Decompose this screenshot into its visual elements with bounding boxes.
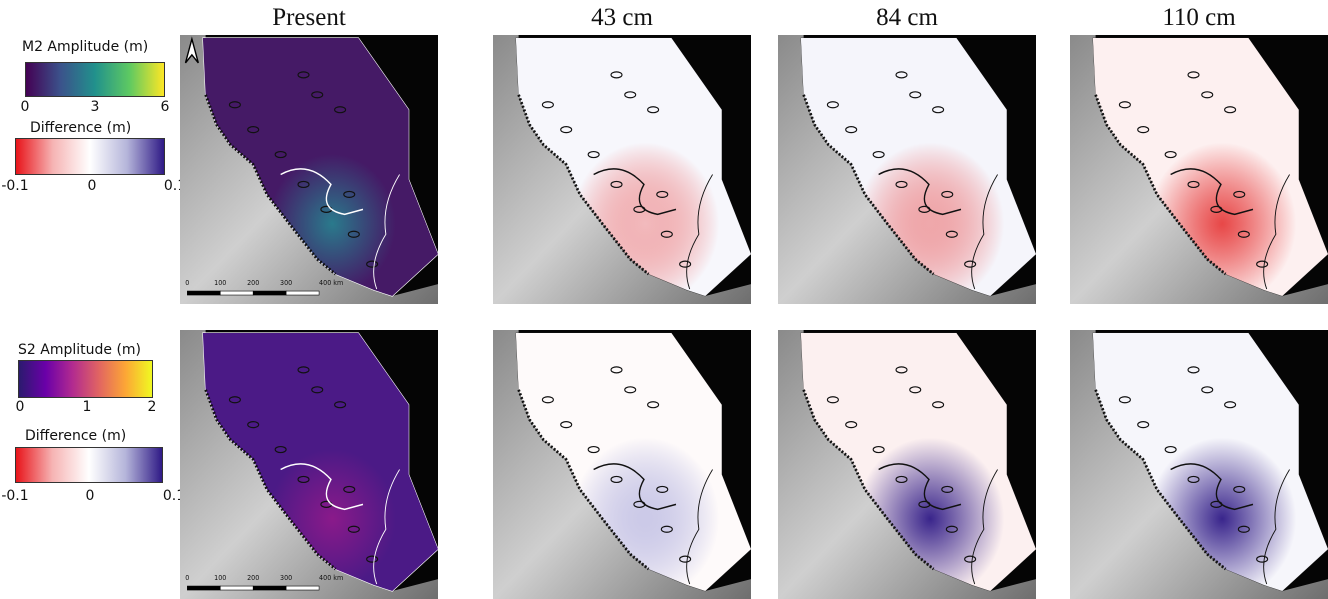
scale-bar-label: 400 km [319,279,343,287]
colorbar [15,138,165,175]
map-panel [493,330,751,599]
scale-bar-label: 100 [214,279,226,287]
scale-bar-label: 300 [280,574,292,582]
figure: Present 43 cm 84 cm 110 cm M2 Amplitude (m) 0… [0,0,1328,599]
column-title: 43 cm [493,4,751,32]
colorbar-tick-label: -0.1 [1,488,28,504]
map-panel [778,330,1036,599]
colorbar-tick-label: 1 [83,399,92,415]
colorbar-tick-label: 0 [86,488,95,504]
colorbar-tick-label: 0 [21,99,30,115]
legend-title: Difference (m) [30,120,131,136]
legend-title: S2 Amplitude (m) [18,342,141,358]
colorbar-tick-label: 6 [161,99,170,115]
colorbar-tick-label: 0 [88,178,97,194]
scale-bar-segment [220,586,253,590]
column-title: 110 cm [1070,4,1328,32]
colorbar [25,62,165,97]
legend-title: Difference (m) [25,428,126,444]
scale-bar-segment [220,291,253,295]
scale-bar-segment [286,291,319,295]
column-title: Present [180,4,438,32]
map-panel: 0 100 200 300 400 km [180,330,438,599]
colorbar-tick-label: -0.1 [1,178,28,194]
scale-bar-segment [286,586,319,590]
scale-bar-segment [187,586,220,590]
scale-bar-label: 300 [280,279,292,287]
colorbar [18,360,153,398]
column-title: 84 cm [778,4,1036,32]
map-panel: 0 100 200 300 400 km [180,35,438,304]
scale-bar-label: 400 km [319,574,343,582]
scale-bar-label: 200 [247,574,259,582]
map-panel [778,35,1036,304]
colorbar-tick-label: 0 [16,399,25,415]
map-panel [1070,330,1328,599]
scale-bar-segment [253,291,286,295]
map-panel [493,35,751,304]
scale-bar-label: 0 [185,574,189,582]
colorbar-tick-label: 2 [148,399,157,415]
colorbar-tick-label: 3 [91,99,100,115]
scale-bar-segment [187,291,220,295]
colorbar [15,447,163,483]
map-panel [1070,35,1328,304]
scale-bar-segment [253,586,286,590]
scale-bar-label: 100 [214,574,226,582]
legend-title: M2 Amplitude (m) [22,39,148,55]
scale-bar-label: 200 [247,279,259,287]
scale-bar-label: 0 [185,279,189,287]
